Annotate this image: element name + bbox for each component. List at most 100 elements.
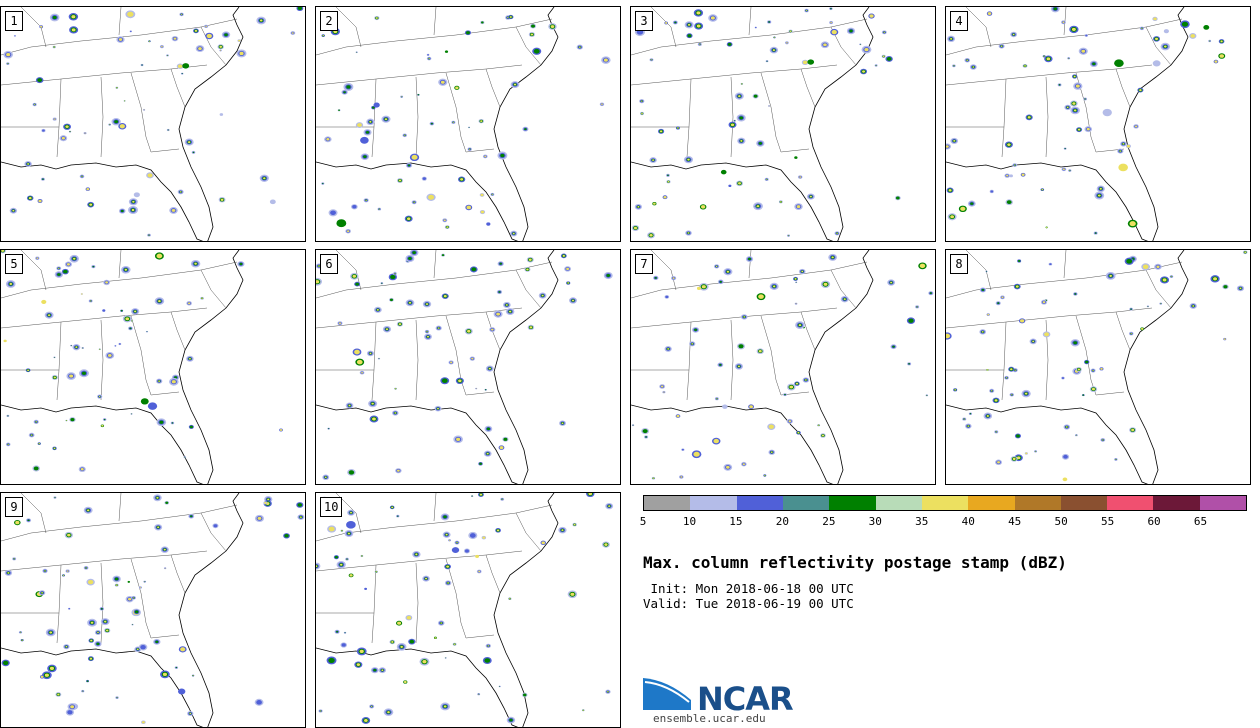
- reflectivity-cell: [1008, 366, 1015, 372]
- cell-contour: [9, 282, 13, 286]
- cell-contour: [886, 57, 892, 61]
- reflectivity-cell: [53, 496, 57, 499]
- cell-contour: [364, 719, 368, 722]
- reflectivity-cell: [797, 175, 803, 179]
- colorbar-seg-20: [782, 496, 830, 510]
- cell-contour: [541, 294, 544, 297]
- cell-contour: [370, 705, 373, 707]
- reflectivity-cell: [360, 136, 369, 144]
- cell-contour: [1071, 27, 1076, 31]
- reflectivity-cell: [881, 54, 886, 58]
- cell-contour: [570, 592, 575, 596]
- cell-contour: [324, 476, 327, 479]
- colorbar-seg-35: [921, 496, 969, 510]
- cell-contour: [348, 404, 351, 407]
- reflectivity-cell: [1105, 272, 1116, 280]
- reflectivity-cell: [602, 541, 610, 548]
- cell-contour: [1092, 370, 1094, 372]
- reflectivity-cell: [1070, 106, 1080, 115]
- cell-contour: [384, 118, 388, 121]
- member-panel-1: 1: [0, 6, 306, 242]
- reflectivity-cell: [1133, 124, 1139, 129]
- cell-contour: [864, 47, 869, 52]
- reflectivity-cell: [1075, 434, 1078, 437]
- reflectivity-cell: [147, 402, 158, 410]
- colorbar-seg-40: [968, 496, 1015, 510]
- reflectivity-cell: [946, 187, 954, 194]
- reflectivity-cell: [829, 20, 834, 25]
- reflectivity-cell: [493, 310, 503, 318]
- member-label: 7: [635, 254, 653, 274]
- reflectivity-cell: [846, 27, 856, 35]
- reflectivity-cell: [737, 343, 745, 350]
- state-border: [515, 512, 542, 552]
- colorbar-tick: 20: [775, 515, 789, 528]
- cell-contour: [66, 420, 67, 421]
- reflectivity-cell: [452, 642, 457, 646]
- reflectivity-cell: [463, 548, 471, 554]
- colorbar-tick: 50: [1054, 515, 1068, 528]
- reflectivity-cell: [25, 368, 31, 373]
- cell-contour: [997, 302, 1000, 305]
- cell-contour: [802, 60, 808, 65]
- reflectivity-cell: [4, 569, 13, 576]
- reflectivity-cell: [164, 500, 170, 505]
- reflectivity-cell: [373, 102, 380, 108]
- cell-contour: [348, 470, 355, 475]
- state-border: [445, 72, 467, 153]
- cell-contour: [352, 274, 357, 278]
- reflectivity-cell: [1004, 173, 1010, 178]
- reflectivity-cell: [363, 129, 372, 136]
- reflectivity-cell: [717, 362, 724, 368]
- cell-contour: [1092, 62, 1096, 66]
- cell-contour: [1049, 263, 1052, 266]
- cell-contour: [15, 520, 20, 525]
- reflectivity-cell: [662, 195, 668, 200]
- reflectivity-cell: [1120, 141, 1127, 147]
- cell-contour: [1081, 49, 1086, 53]
- reflectivity-cell: [666, 173, 670, 177]
- reflectivity-cell: [1159, 302, 1163, 305]
- cell-contour: [118, 343, 121, 345]
- reflectivity-cell: [154, 524, 163, 531]
- cell-contour: [179, 191, 182, 193]
- cell-contour: [36, 257, 39, 259]
- reflectivity-cell: [52, 446, 57, 451]
- cell-contour: [981, 331, 984, 333]
- reflectivity-cell: [221, 31, 231, 39]
- cell-contour: [400, 645, 403, 648]
- cell-contour: [963, 418, 965, 420]
- cell-contour: [758, 141, 763, 145]
- cell-contour: [328, 657, 335, 663]
- reflectivity-cell: [377, 207, 382, 211]
- state-border: [150, 148, 180, 153]
- cell-contour: [102, 309, 106, 312]
- reflectivity-cell: [860, 68, 868, 75]
- map-9: [1, 493, 305, 727]
- reflectivity-cell: [129, 30, 133, 33]
- reflectivity-cell: [1242, 250, 1248, 255]
- state-border: [200, 26, 227, 66]
- reflectivity-cell: [753, 202, 763, 211]
- cell-contour: [498, 291, 501, 293]
- state-border: [415, 76, 419, 158]
- reflectivity-cell: [559, 420, 566, 426]
- cell-contour: [967, 425, 970, 427]
- reflectivity-cell: [989, 388, 995, 393]
- cell-contour: [633, 226, 638, 230]
- cell-contour: [167, 55, 168, 56]
- reflectivity-cell: [5, 442, 11, 447]
- reflectivity-cell: [1096, 185, 1105, 193]
- reflectivity-cell: [728, 121, 737, 128]
- coastline: [631, 250, 874, 484]
- cell-contour: [1192, 305, 1195, 307]
- cell-contour: [355, 282, 360, 286]
- state-border: [965, 7, 992, 48]
- reflectivity-cell: [1084, 359, 1090, 365]
- reflectivity-cell: [894, 195, 901, 201]
- cell-contour: [53, 376, 57, 379]
- member-panel-3: 3: [630, 6, 936, 242]
- state-border: [946, 261, 1183, 299]
- cell-contour: [34, 104, 36, 106]
- cell-contour: [105, 281, 109, 284]
